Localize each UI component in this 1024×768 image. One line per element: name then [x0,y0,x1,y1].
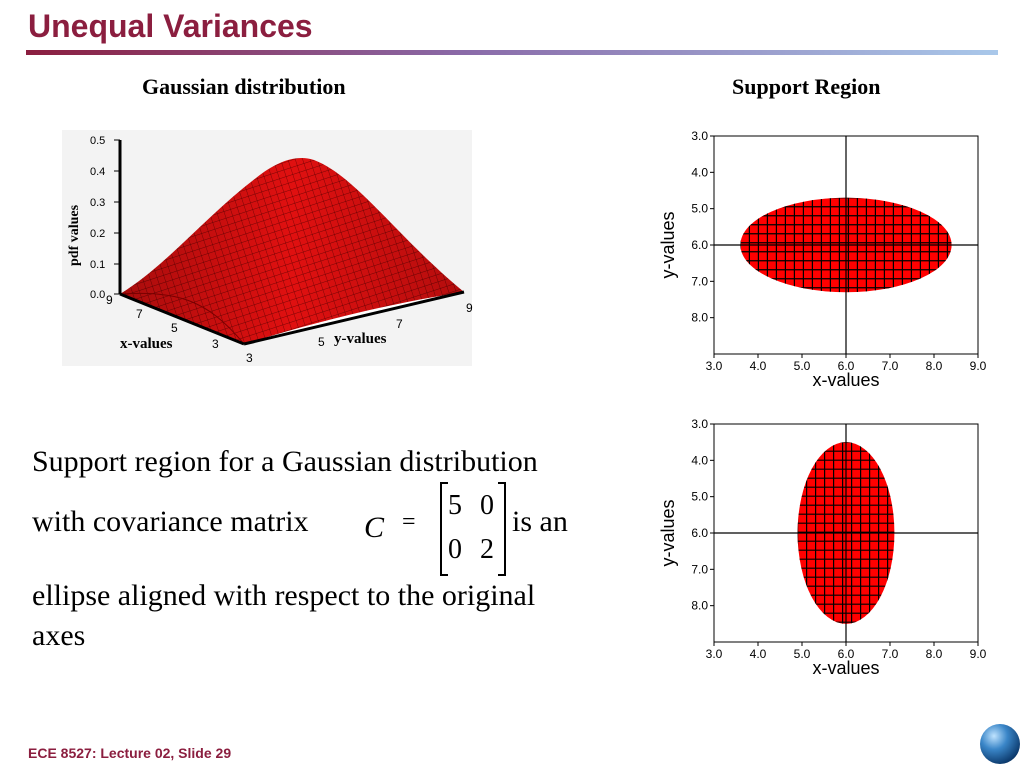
x-tick: 7 [136,307,143,321]
symbol-c: C [364,511,385,544]
equals-sign: = [402,509,416,535]
y-tick: 3 [246,351,253,365]
y-tick-label: 6.0 [691,238,708,252]
x-tick-label: 4.0 [750,647,767,661]
x-axis-label: x-values [812,658,879,678]
x-tick-label: 8.0 [926,359,943,373]
y-tick: 7 [396,317,403,331]
x-tick-label: 5.0 [794,359,811,373]
gaussian-surface-plot: 0.5 0.4 0.3 0.2 0.1 0.0 pdf values 9 7 5… [62,130,473,366]
y-tick-label: 4.0 [691,165,708,179]
globe-logo-icon [980,724,1020,764]
x-tick-label: 7.0 [882,359,899,373]
x-tick: 9 [106,293,113,307]
x-tick-label: 9.0 [970,647,987,661]
y-tick: 5 [318,335,325,349]
matrix-cell: 0 [480,490,494,521]
y-axis-label: y-values [658,499,678,566]
z-tick: 0.3 [90,197,105,209]
z-tick: 0.4 [90,166,105,178]
z-axis-ticks: 0.5 0.4 0.3 0.2 0.1 0.0 [90,135,120,301]
body-line-4: axes [32,619,86,652]
y-axis-label: y-values [334,331,387,347]
footer-text: ECE 8527: Lecture 02, Slide 29 [28,745,232,761]
y-axis-label: y-values [658,211,678,278]
body-line-2b: is an [512,505,568,538]
x-tick-label: 3.0 [706,359,723,373]
covariance-matrix: 5 0 0 2 [440,482,506,576]
y-tick-label: 4.0 [691,453,708,467]
x-tick-label: 6.0 [838,647,855,661]
z-tick: 0.5 [90,135,105,147]
x-tick-label: 5.0 [794,647,811,661]
x-tick-label: 9.0 [970,359,987,373]
body-line-3: ellipse aligned with respect to the orig… [32,579,536,612]
x-axis-label: x-values [812,370,879,390]
matrix-cell: 0 [448,534,462,565]
body-line-2a: with covariance matrix [32,505,309,538]
y-tick-label: 7.0 [691,562,708,576]
x-tick-label: 4.0 [750,359,767,373]
y-tick-label: 5.0 [691,490,708,504]
support-region-chart-2: 3.0 4.0 5.0 6.0 7.0 8.0 3.0 4.0 5.0 6.0 7.0 8.0 9.0 x… [658,417,987,678]
y-tick-label: 6.0 [691,526,708,540]
y-tick-label: 3.0 [691,417,708,431]
y-tick-label: 8.0 [691,599,708,613]
matrix-cell: 5 [448,490,462,521]
x-tick: 5 [171,321,178,335]
x-tick-label: 6.0 [838,359,855,373]
x-tick-label: 7.0 [882,647,899,661]
x-tick-label: 3.0 [706,647,723,661]
z-tick: 0.1 [90,259,105,271]
y-tick-label: 7.0 [691,274,708,288]
matrix-cell: 2 [480,534,494,565]
x-tick-label: 8.0 [926,647,943,661]
support-region-heading: Support Region [732,74,881,99]
slide-title: Unequal Variances [28,8,313,44]
body-line-1: Support region for a Gaussian distributi… [32,445,538,478]
z-axis-label: pdf values [67,204,82,266]
y-tick-label: 8.0 [691,311,708,325]
support-region-chart-1: 3.0 4.0 5.0 6.0 7.0 8.0 3.0 4.0 5.0 6.0 7.0 8.0 9.0 x… [658,129,987,390]
x-tick: 3 [212,337,219,351]
title-rule [26,50,998,55]
gaussian-heading: Gaussian distribution [142,74,346,99]
z-tick: 0.2 [90,228,105,240]
y-tick-label: 3.0 [691,129,708,143]
y-tick: 9 [466,301,473,315]
x-axis-label: x-values [120,336,173,352]
z-tick: 0.0 [90,289,105,301]
y-tick-label: 5.0 [691,202,708,216]
